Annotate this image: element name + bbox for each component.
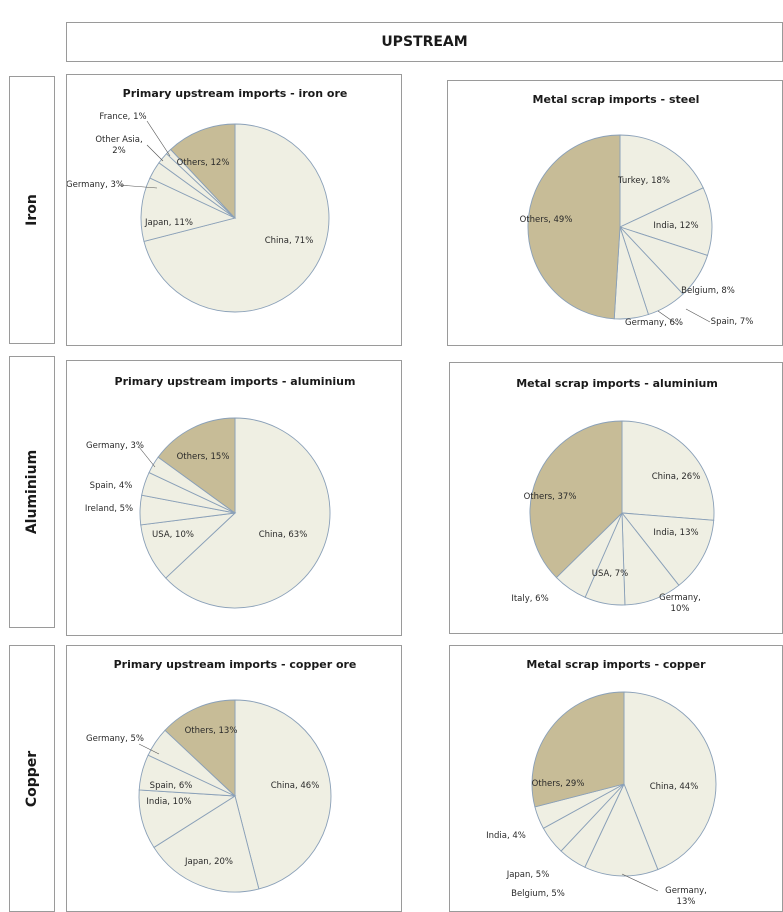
pie-slice-others	[529, 420, 623, 579]
data-label-india: India, 12%	[653, 221, 698, 231]
pie-slice-turkey	[619, 134, 704, 228]
pie-slice-germany	[584, 782, 659, 877]
row-label-copper-text: Copper	[24, 750, 40, 807]
data-label-france: France, 1%	[99, 112, 146, 122]
pie-slice-china	[165, 417, 331, 609]
pie-slice-india	[621, 512, 715, 586]
data-label-japan: Japan, 11%	[144, 218, 193, 228]
data-label-others: Others, 12%	[177, 158, 230, 168]
data-label-spain: Spain, 4%	[90, 481, 133, 491]
pie-slice-others	[164, 699, 236, 798]
data-label-others: Others, 29%	[532, 779, 585, 789]
data-label-germany: Germany, 13%	[665, 886, 707, 907]
data-label-china: China, 26%	[652, 472, 701, 482]
data-label-china: China, 63%	[259, 530, 308, 540]
pie-slice-china	[623, 691, 717, 871]
pie-panel-aluminium-primary: Primary upstream imports - aluminium Chin…	[66, 360, 402, 636]
pie-chart-iron-ore: Primary upstream imports - iron ore China…	[67, 87, 348, 313]
data-label-india: India, 10%	[146, 797, 191, 807]
chart-title: Primary upstream imports - aluminium	[115, 375, 356, 388]
data-label-belgium: Belgium, 5%	[511, 889, 565, 899]
row-label-aluminium-text: Aluminium	[24, 449, 40, 535]
pie-slice-others	[170, 123, 236, 220]
data-label-germany: Germany, 5%	[86, 734, 144, 744]
data-label-india: India, 4%	[486, 831, 526, 841]
data-label-germany: Germany, 3%	[86, 441, 144, 451]
data-label-ireland: Ireland, 5%	[85, 504, 133, 514]
pie-slice-japan	[153, 795, 260, 893]
chart-title: Primary upstream imports - iron ore	[123, 87, 348, 100]
pie-chart-aluminium-primary: Primary upstream imports - aluminium Chin…	[85, 375, 356, 609]
data-label-belgium: Belgium, 8%	[681, 286, 735, 296]
pie-slice-india	[618, 187, 713, 256]
leader-line	[138, 743, 160, 755]
row-label-aluminium: Aluminium	[9, 356, 55, 628]
data-label-other-asia: Other Asia, 2%	[95, 135, 142, 156]
pie-panel-steel-scrap: Metal scrap imports - steel Turkey, 18% In…	[447, 80, 783, 346]
leader-line	[685, 308, 711, 323]
data-label-china: China, 46%	[271, 781, 320, 791]
data-label-germany: Germany, 10%	[659, 593, 701, 614]
pie-panel-iron-ore: Primary upstream imports - iron ore China…	[66, 74, 402, 346]
data-label-others: Others, 15%	[177, 452, 230, 462]
pie-slice-others	[527, 134, 621, 320]
data-label-others: Others, 13%	[185, 726, 238, 736]
pie-slice-others	[531, 691, 625, 808]
chart-title: Metal scrap imports - copper	[526, 658, 706, 671]
pie-slice-japan	[140, 177, 237, 242]
data-label-spain: Spain, 6%	[150, 781, 193, 791]
chart-title: Metal scrap imports - aluminium	[516, 377, 718, 390]
pie-chart-copper-ore: Primary upstream imports - copper ore Chi…	[86, 658, 357, 893]
chart-title: Primary upstream imports - copper ore	[114, 658, 357, 671]
leader-line	[138, 446, 156, 468]
pie-slice-china	[234, 699, 332, 890]
leader-line	[118, 184, 158, 189]
data-label-germany: Germany, 3%	[67, 180, 124, 190]
data-label-italy: Italy, 6%	[511, 594, 548, 604]
pie-slice-china	[143, 123, 330, 313]
pie-panel-copper-scrap: Metal scrap imports - copper China, 44% Ge…	[449, 645, 783, 912]
leader-line	[146, 144, 164, 162]
leader-line	[146, 120, 171, 157]
chart-title: Metal scrap imports - steel	[533, 93, 700, 106]
row-label-copper: Copper	[9, 645, 55, 912]
data-label-others: Others, 49%	[520, 215, 573, 225]
leader-line	[657, 310, 679, 326]
data-label-india: India, 13%	[653, 528, 698, 538]
upstream-header-title: UPSTREAM	[381, 34, 468, 50]
row-label-iron-text: Iron	[23, 194, 40, 226]
leader-line	[621, 873, 659, 892]
data-label-china: China, 44%	[650, 782, 699, 792]
data-label-spain: Spain, 7%	[711, 317, 754, 327]
data-label-usa: USA, 7%	[592, 569, 628, 579]
data-label-china: China, 71%	[265, 236, 314, 246]
pie-slice-china	[621, 420, 715, 521]
pie-panel-copper-ore: Primary upstream imports - copper ore Chi…	[66, 645, 402, 912]
data-label-japan: Japan, 5%	[506, 870, 550, 880]
pie-slice-others	[157, 417, 236, 514]
row-label-iron: Iron	[9, 76, 55, 344]
data-label-others: Others, 37%	[524, 492, 577, 502]
data-label-turkey: Turkey, 18%	[617, 176, 670, 186]
data-label-japan: Japan, 20%	[184, 857, 233, 867]
pie-chart-steel-scrap: Metal scrap imports - steel Turkey, 18% In…	[520, 93, 754, 328]
upstream-header: UPSTREAM	[66, 22, 783, 62]
pie-chart-aluminium-scrap: Metal scrap imports - aluminium China, 26…	[511, 377, 718, 614]
data-label-usa: USA, 10%	[152, 530, 194, 540]
pie-panel-aluminium-scrap: Metal scrap imports - aluminium China, 26…	[449, 362, 783, 634]
pie-chart-copper-scrap: Metal scrap imports - copper China, 44% Ge…	[486, 658, 717, 907]
data-label-germany: Germany, 6%	[625, 318, 683, 328]
